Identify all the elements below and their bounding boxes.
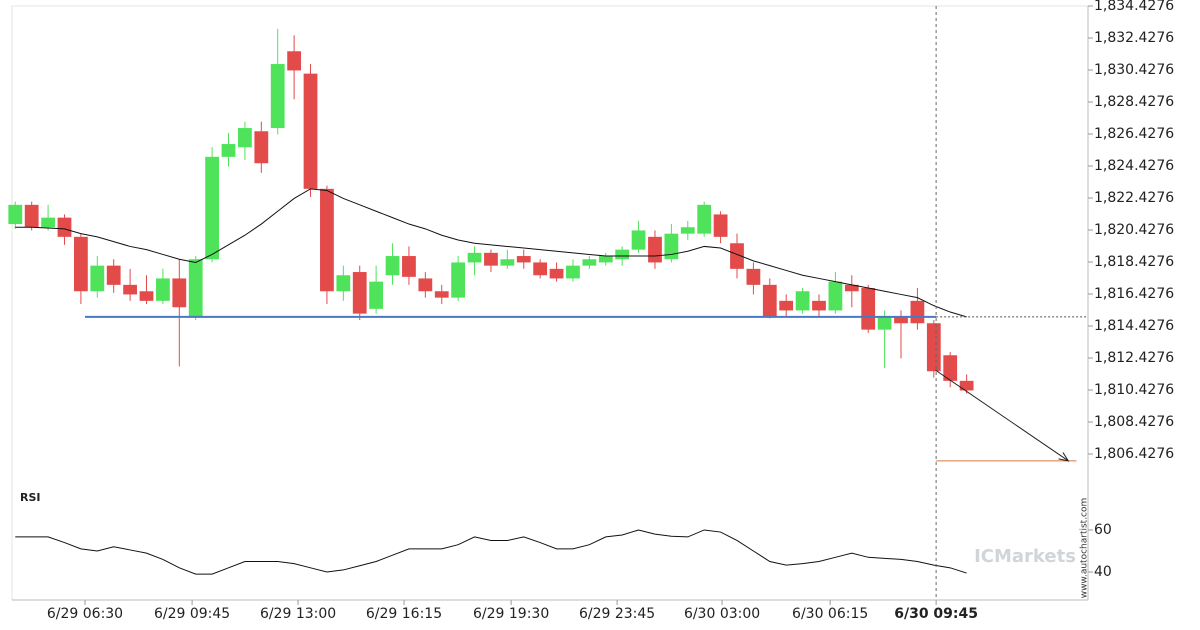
candle-body bbox=[926, 323, 941, 372]
candle-body bbox=[238, 128, 252, 148]
candle-body bbox=[615, 249, 630, 260]
x-tick-label: 6/29 16:15 bbox=[366, 606, 442, 622]
candle-body bbox=[57, 217, 72, 237]
candle-body bbox=[877, 316, 892, 330]
rsi-tick-label: 40 bbox=[1094, 564, 1112, 580]
candle-body bbox=[90, 265, 105, 292]
candle-body bbox=[943, 355, 958, 381]
candle-body bbox=[467, 252, 482, 263]
candle-body bbox=[812, 300, 826, 311]
x-tick-label: 6/29 19:30 bbox=[473, 606, 549, 622]
candle-body bbox=[106, 265, 121, 285]
rsi-title: RSI bbox=[20, 491, 41, 504]
y-tick-label: 1,808.4276 bbox=[1094, 414, 1174, 430]
candle-body bbox=[746, 268, 761, 285]
y-tick-label: 1,810.4276 bbox=[1094, 382, 1174, 398]
x-tick-label: 6/29 09:45 bbox=[154, 606, 230, 622]
candle-body bbox=[221, 144, 236, 157]
candle-body bbox=[959, 380, 974, 391]
y-tick-label: 1,818.4276 bbox=[1094, 254, 1174, 270]
y-tick-label: 1,828.4276 bbox=[1094, 94, 1174, 110]
candle-body bbox=[172, 278, 187, 308]
y-tick-label: 1,822.4276 bbox=[1094, 190, 1174, 206]
candle-body bbox=[434, 291, 449, 298]
candle-body bbox=[631, 230, 646, 250]
candle-body bbox=[516, 256, 531, 263]
candle-body bbox=[451, 262, 466, 298]
candle-body bbox=[861, 288, 876, 330]
candle-body bbox=[402, 256, 416, 277]
candle-body bbox=[336, 275, 351, 292]
candle-body bbox=[795, 291, 810, 311]
candle-body bbox=[697, 204, 712, 234]
candle-body bbox=[270, 64, 285, 129]
y-tick-label: 1,826.4276 bbox=[1094, 126, 1174, 142]
y-tick-label: 1,806.4276 bbox=[1094, 446, 1174, 462]
candle-body bbox=[41, 217, 55, 228]
candle-body bbox=[156, 278, 170, 301]
x-tick-label: 6/29 13:00 bbox=[260, 606, 336, 622]
candle-body bbox=[762, 284, 777, 317]
moving-average bbox=[15, 188, 967, 318]
candle-body bbox=[894, 316, 908, 324]
candle-body bbox=[730, 243, 744, 269]
candle-body bbox=[254, 131, 269, 164]
y-tick-label: 1,812.4276 bbox=[1094, 350, 1174, 366]
candle-body bbox=[828, 281, 843, 311]
candle-body bbox=[385, 256, 400, 276]
candle-body bbox=[24, 204, 39, 228]
rsi-line bbox=[15, 529, 967, 575]
candle-body bbox=[352, 272, 367, 314]
forecast-arrow bbox=[935, 369, 1069, 462]
x-tick-label: 6/29 06:30 bbox=[47, 606, 123, 622]
candle-body bbox=[533, 262, 548, 276]
y-tick-label: 1,830.4276 bbox=[1094, 62, 1174, 78]
rsi-tick-label: 60 bbox=[1094, 522, 1112, 538]
candle-body bbox=[74, 236, 88, 292]
candle-body bbox=[418, 278, 433, 292]
candle-body bbox=[664, 233, 679, 260]
y-tick-label: 1,820.4276 bbox=[1094, 222, 1174, 238]
candle-body bbox=[303, 73, 318, 189]
y-tick-label: 1,816.4276 bbox=[1094, 286, 1174, 302]
watermark: ICMarkets bbox=[974, 546, 1076, 567]
candle-body bbox=[123, 284, 137, 295]
y-tick-label: 1,834.4276 bbox=[1094, 0, 1174, 14]
y-tick-label: 1,832.4276 bbox=[1094, 30, 1174, 46]
candle-body bbox=[779, 300, 794, 311]
candle-body bbox=[205, 156, 219, 260]
x-tick-label: 6/30 03:00 bbox=[684, 606, 760, 622]
candle-body bbox=[680, 227, 695, 234]
candle-body bbox=[188, 259, 203, 317]
candle-body bbox=[910, 300, 925, 324]
candle-body bbox=[648, 236, 662, 263]
candle-body bbox=[549, 268, 564, 279]
candle-body bbox=[500, 259, 515, 266]
candle-body bbox=[598, 256, 613, 263]
source: www.autochartist.com bbox=[1080, 498, 1090, 599]
arrow-head bbox=[1058, 452, 1070, 462]
y-tick-label: 1,824.4276 bbox=[1094, 158, 1174, 174]
candle-body bbox=[844, 284, 859, 292]
x-tick-label: 6/30 06:15 bbox=[792, 606, 868, 622]
candle-body bbox=[320, 188, 334, 292]
candle-body bbox=[369, 281, 384, 309]
candle-body bbox=[287, 51, 302, 71]
candle-body bbox=[582, 259, 597, 266]
x-tick-label: 6/30 09:45 bbox=[894, 606, 978, 622]
candle-body bbox=[484, 252, 498, 266]
candle-body bbox=[713, 214, 728, 237]
candle-body bbox=[139, 291, 154, 301]
candle-body bbox=[8, 204, 23, 225]
candle-body bbox=[566, 265, 580, 279]
y-tick-label: 1,814.4276 bbox=[1094, 318, 1174, 334]
x-tick-label: 6/29 23:45 bbox=[579, 606, 655, 622]
